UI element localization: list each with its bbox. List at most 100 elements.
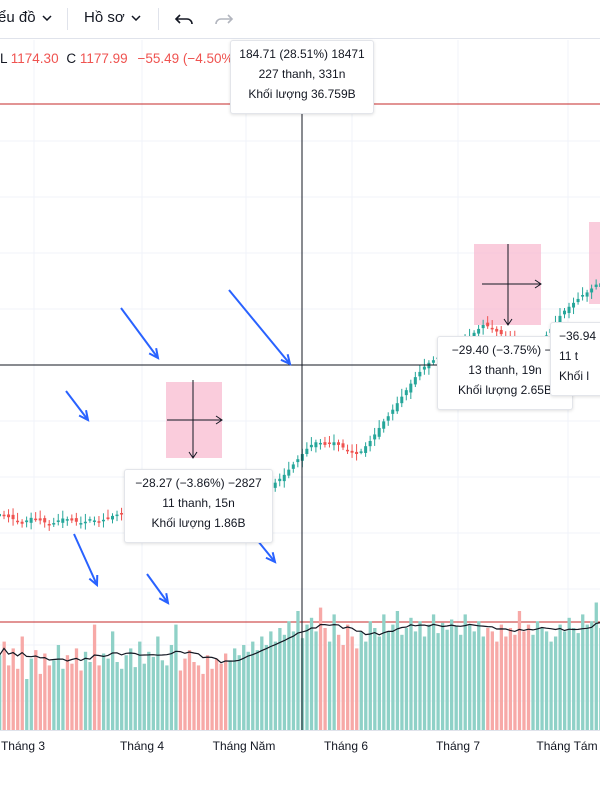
candle bbox=[368, 440, 372, 447]
volume-bar bbox=[20, 636, 24, 730]
volume-bar bbox=[138, 641, 142, 730]
volume-bar bbox=[386, 631, 391, 730]
volume-bar bbox=[16, 668, 20, 730]
volume-bar bbox=[187, 650, 192, 730]
volume-bar bbox=[115, 662, 119, 730]
volume-bar bbox=[440, 622, 445, 730]
candle bbox=[282, 474, 286, 482]
volume-bar bbox=[251, 641, 255, 730]
volume-bar bbox=[25, 679, 29, 730]
candle bbox=[278, 478, 282, 482]
volume-bar bbox=[74, 648, 79, 730]
volume-bar bbox=[368, 621, 372, 730]
volume-bar bbox=[79, 670, 83, 730]
volume-bar bbox=[590, 621, 594, 730]
volume-bar bbox=[192, 662, 196, 730]
volume-bar bbox=[332, 614, 336, 730]
volume-bar bbox=[517, 611, 522, 730]
measure-1-line3: Khối lượng 1.86B bbox=[151, 516, 246, 530]
candle bbox=[47, 523, 51, 526]
volume-bar bbox=[359, 631, 363, 730]
candle bbox=[364, 446, 368, 453]
x-tick-label: Tháng 7 bbox=[435, 739, 481, 753]
volume-bar bbox=[47, 665, 52, 730]
volume-bar bbox=[88, 662, 92, 730]
volume-bar bbox=[160, 660, 165, 730]
candle bbox=[590, 288, 594, 293]
candle bbox=[395, 403, 399, 412]
volume-bar bbox=[418, 621, 422, 730]
annotation-arrow bbox=[120, 307, 159, 359]
volume-bar bbox=[318, 607, 323, 730]
volume-bar bbox=[97, 665, 101, 730]
volume-bar bbox=[151, 656, 155, 730]
chart-type-menu[interactable]: ểu đồ bbox=[0, 9, 52, 26]
volume-bar bbox=[183, 658, 187, 730]
volume-bar bbox=[65, 655, 70, 730]
candle bbox=[52, 523, 56, 525]
candle bbox=[422, 366, 426, 370]
candle bbox=[472, 332, 476, 340]
profile-menu[interactable]: Hồ sơ bbox=[84, 9, 141, 26]
volume-bar bbox=[563, 631, 567, 730]
volume-bar bbox=[327, 641, 332, 730]
volume-bar bbox=[341, 645, 345, 730]
volume-bar bbox=[0, 655, 2, 730]
measure-2-arrow-down bbox=[503, 318, 513, 326]
volume-bar bbox=[431, 614, 436, 730]
measure-main-line1: 184.71 (28.51%) 18471 bbox=[239, 47, 365, 61]
volume-bar bbox=[147, 651, 151, 730]
volume-bar bbox=[323, 628, 327, 730]
x-tick-label: Tháng Tám bbox=[536, 739, 598, 753]
volume-bar bbox=[337, 634, 341, 730]
volume-bar bbox=[228, 660, 232, 730]
candle bbox=[567, 306, 571, 314]
candle bbox=[83, 521, 87, 524]
volume-bar bbox=[246, 651, 250, 730]
candle bbox=[25, 520, 29, 523]
profile-label: Hồ sơ bbox=[84, 9, 125, 26]
candle bbox=[318, 442, 322, 445]
volume-bar bbox=[544, 631, 549, 730]
redo-icon[interactable] bbox=[212, 7, 236, 31]
volume-bar bbox=[38, 673, 42, 730]
annotation-arrow bbox=[146, 573, 169, 604]
measure-3-line2: 11 t bbox=[559, 349, 579, 363]
volume-bar bbox=[29, 658, 33, 730]
volume-bar bbox=[400, 634, 404, 730]
time-axis[interactable] bbox=[0, 730, 600, 763]
volume-bar bbox=[282, 634, 287, 730]
candle bbox=[490, 327, 494, 330]
candle bbox=[61, 518, 65, 523]
volume-bar bbox=[70, 663, 74, 730]
annotation-arrow-head bbox=[148, 347, 160, 360]
volume-bar bbox=[233, 648, 237, 730]
candle bbox=[305, 448, 309, 454]
volume-bar bbox=[558, 624, 562, 730]
volume-bar bbox=[196, 665, 201, 730]
volume-bar bbox=[468, 624, 472, 730]
candle bbox=[563, 310, 566, 315]
volume-bar bbox=[269, 631, 273, 730]
volume-bar bbox=[52, 660, 56, 730]
volume-bar bbox=[409, 617, 413, 730]
candle bbox=[20, 521, 24, 524]
undo-icon[interactable] bbox=[172, 7, 196, 31]
volume-bar bbox=[472, 631, 476, 730]
volume-bar bbox=[142, 663, 146, 730]
low-key: L bbox=[0, 51, 8, 66]
volume-bar bbox=[499, 624, 504, 730]
measure-label-1: −28.27 (−3.86%) −2827 11 thanh, 15n Khối… bbox=[124, 469, 273, 543]
candle bbox=[341, 443, 345, 448]
volume-bar bbox=[174, 624, 178, 730]
volume-bar bbox=[106, 658, 110, 730]
measure-2-line3: Khối lượng 2.65B bbox=[458, 383, 552, 397]
volume-bar bbox=[219, 663, 223, 730]
candle bbox=[16, 520, 20, 523]
annotation-arrow-head bbox=[280, 354, 292, 366]
volume-bar bbox=[305, 624, 309, 730]
volume-bar bbox=[463, 614, 467, 730]
candle bbox=[350, 450, 354, 453]
candle bbox=[0, 513, 1, 517]
